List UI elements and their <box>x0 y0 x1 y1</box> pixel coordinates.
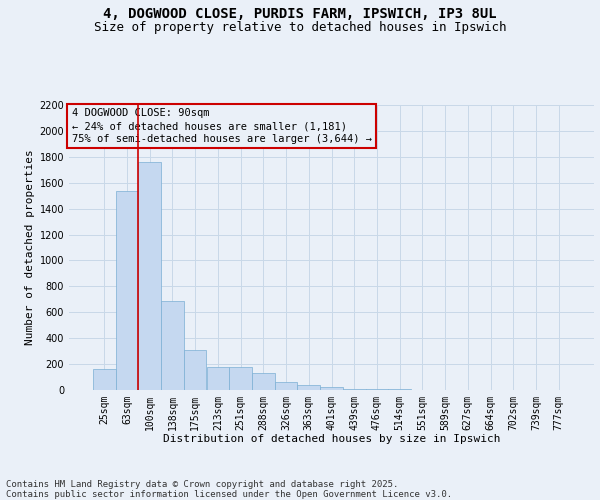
Bar <box>93 368 116 390</box>
Bar <box>298 386 320 390</box>
Bar <box>320 388 343 390</box>
Text: 4 DOGWOOD CLOSE: 90sqm
← 24% of detached houses are smaller (1,181)
75% of semi-: 4 DOGWOOD CLOSE: 90sqm ← 24% of detached… <box>71 108 371 144</box>
Bar <box>116 190 139 390</box>
Text: Contains HM Land Registry data © Crown copyright and database right 2025.
Contai: Contains HM Land Registry data © Crown c… <box>6 480 452 499</box>
Bar <box>365 389 388 390</box>
X-axis label: Distribution of detached houses by size in Ipswich: Distribution of detached houses by size … <box>163 434 500 444</box>
Bar <box>161 300 184 390</box>
Bar <box>184 350 206 390</box>
Bar <box>139 162 161 390</box>
Bar <box>275 382 298 390</box>
Bar <box>343 388 365 390</box>
Bar <box>206 368 229 390</box>
Text: 4, DOGWOOD CLOSE, PURDIS FARM, IPSWICH, IP3 8UL: 4, DOGWOOD CLOSE, PURDIS FARM, IPSWICH, … <box>103 8 497 22</box>
Bar <box>252 373 275 390</box>
Text: Size of property relative to detached houses in Ipswich: Size of property relative to detached ho… <box>94 21 506 34</box>
Bar <box>229 368 252 390</box>
Y-axis label: Number of detached properties: Number of detached properties <box>25 150 35 346</box>
